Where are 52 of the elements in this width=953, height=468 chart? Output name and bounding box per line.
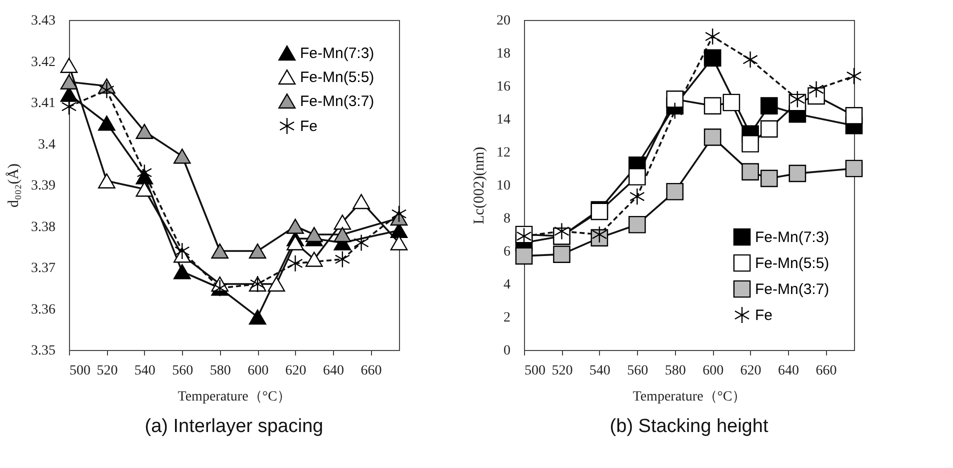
y-axis-title: d₀₀₂(Å) xyxy=(5,163,22,208)
y-tick-label: 20 xyxy=(496,14,510,28)
x-tick-label: 640 xyxy=(323,364,344,378)
y-tick-label: 3.37 xyxy=(31,261,56,276)
x-tick-label: 560 xyxy=(172,364,194,378)
y-tick-label: 8 xyxy=(504,212,510,226)
y-tick-label: 12 xyxy=(496,146,510,160)
y-tick-label: 16 xyxy=(496,80,510,94)
x-axis-title: Temperature（°C） xyxy=(632,390,746,404)
x-tick-label: 620 xyxy=(740,364,762,378)
legend-label: Fe-Mn(7:3) xyxy=(300,45,374,62)
legend-label: Fe-Mn(7:3) xyxy=(755,229,830,246)
text: (a) Interlayer spacing xyxy=(144,416,324,437)
text: (b) Stacking height xyxy=(610,416,769,437)
y-tick-label: 3.35 xyxy=(31,344,56,358)
x-tick-label: 560 xyxy=(627,364,648,378)
x-tick-label: 640 xyxy=(778,364,799,378)
legend-label: Fe-Mn(3:7) xyxy=(755,281,830,298)
x-tick-label: 580 xyxy=(664,364,686,378)
x-tick-label: 620 xyxy=(285,364,306,378)
y-tick-label: 3.42 xyxy=(31,54,56,70)
y-tick-label: 0 xyxy=(504,344,510,358)
y-tick-label: 3.41 xyxy=(31,96,56,111)
x-tick-label: 600 xyxy=(248,364,269,378)
y-tick-label: 3.38 xyxy=(31,220,56,235)
x-tick-label: 520 xyxy=(96,364,118,378)
x-tick-label: 540 xyxy=(134,364,156,378)
x-tick-label: 660 xyxy=(816,364,837,378)
x-tick-label: 580 xyxy=(210,364,231,378)
x-tick-label: 520 xyxy=(552,364,573,378)
legend-label: Fe xyxy=(755,307,773,324)
y-tick-label: 10 xyxy=(496,178,510,194)
legend-label: Fe-Mn(3:7) xyxy=(300,93,374,110)
y-tick-label: 6 xyxy=(504,244,510,260)
y-tick-label: 3.43 xyxy=(31,14,56,28)
x-tick-label: 660 xyxy=(360,364,382,378)
y-tick-label: 14 xyxy=(496,112,510,128)
y-tick-label: 2 xyxy=(504,310,510,326)
y-tick-label: 3.4 xyxy=(38,137,56,152)
x-tick-label: 500 xyxy=(524,364,546,378)
y-tick-label: 4 xyxy=(504,278,510,292)
x-axis-title: Temperature（°C） xyxy=(178,390,292,404)
y-tick-label: 3.36 xyxy=(31,302,56,318)
x-tick-label: 600 xyxy=(702,364,724,378)
legend-label: Fe xyxy=(300,118,318,135)
x-tick-label: 500 xyxy=(70,364,90,378)
y-axis-title: Lc(002)(nm) xyxy=(472,146,488,224)
y-tick-label: 3.39 xyxy=(31,178,56,194)
x-tick-label: 540 xyxy=(589,364,610,378)
legend-label: Fe-Mn(5:5) xyxy=(755,255,830,272)
y-tick-label: 18 xyxy=(496,46,510,62)
legend-label: Fe-Mn(5:5) xyxy=(300,69,374,86)
